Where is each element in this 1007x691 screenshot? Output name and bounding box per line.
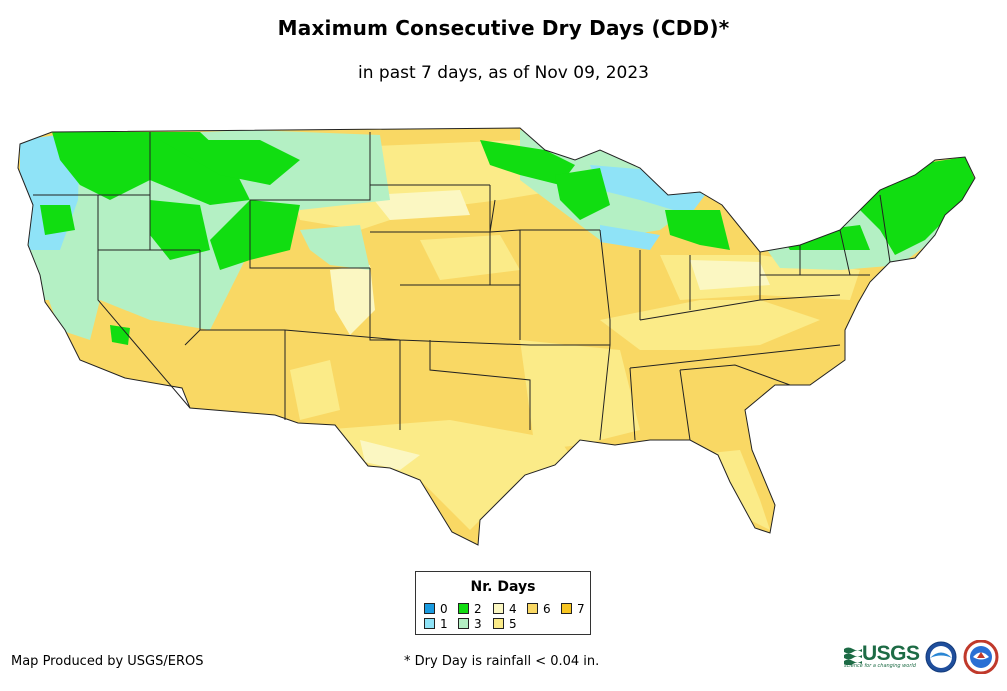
state-boundaries bbox=[17, 127, 976, 546]
legend-swatch bbox=[493, 603, 504, 614]
legend-swatch bbox=[493, 618, 504, 629]
usgs-wordmark: USGS bbox=[862, 642, 920, 665]
usgs-logo: USGS science for a changing world bbox=[844, 642, 920, 669]
legend-item-6: 6 bbox=[527, 603, 551, 616]
credit-text: Map Produced by USGS/EROS bbox=[11, 654, 204, 669]
legend-item-3: 3 bbox=[458, 618, 482, 631]
legend-item-5: 5 bbox=[493, 618, 517, 631]
usgs-tagline: science for a changing world bbox=[844, 663, 916, 669]
map-subtitle: in past 7 days, as of Nov 09, 2023 bbox=[358, 63, 649, 83]
legend-swatch bbox=[458, 618, 469, 629]
legend-swatch bbox=[458, 603, 469, 614]
legend-item-0: 0 bbox=[424, 603, 448, 616]
legend-item-4: 4 bbox=[493, 603, 517, 616]
map-title: Maximum Consecutive Dry Days (CDD)* bbox=[277, 16, 730, 40]
legend-title: Nr. Days bbox=[470, 579, 536, 595]
legend-item-7: 7 bbox=[561, 603, 585, 616]
legend-item-1: 1 bbox=[424, 618, 448, 631]
legend-item-2: 2 bbox=[458, 603, 482, 616]
usgs-wave-icon bbox=[844, 647, 862, 665]
legend-swatch bbox=[527, 603, 538, 614]
legend-swatch bbox=[561, 603, 572, 614]
nws-logo-icon bbox=[963, 640, 999, 674]
legend-swatch bbox=[424, 603, 435, 614]
legend: Nr. Days 0 1 2 3 4 5 6 7 bbox=[415, 571, 591, 635]
cdd-fill bbox=[18, 128, 975, 545]
dry-day-note: * Dry Day is rainfall < 0.04 in. bbox=[404, 654, 600, 669]
legend-swatch bbox=[424, 618, 435, 629]
noaa-logo-icon bbox=[925, 641, 957, 673]
